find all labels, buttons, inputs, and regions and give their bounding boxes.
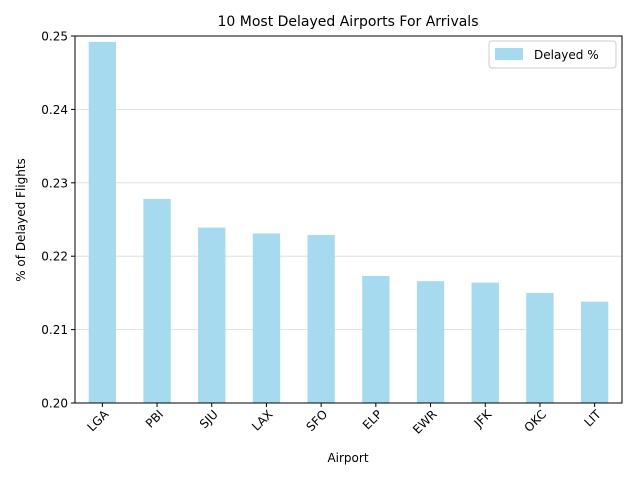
- x-tick-label: PBI: [143, 407, 166, 430]
- bar-lax: [252, 233, 281, 403]
- bar-sfo: [307, 234, 335, 403]
- chart-title: 10 Most Delayed Airports For Arrivals: [217, 14, 478, 30]
- bar-lit: [580, 301, 609, 403]
- x-tick-label: LGA: [84, 407, 112, 435]
- x-tick-label: SFO: [303, 407, 330, 434]
- y-tick-label: 0.22: [41, 250, 68, 264]
- y-tick-label: 0.25: [41, 30, 68, 44]
- x-tick-label: OKC: [521, 407, 549, 435]
- legend-swatch: [495, 48, 523, 60]
- y-axis-label: % of Delayed Flights: [14, 158, 28, 282]
- x-tick-label: LIT: [581, 407, 604, 430]
- x-axis: LGA PBI SJU LAX SFO ELP EWR JFK OKC LIT: [84, 403, 604, 437]
- bar-lga: [88, 41, 117, 403]
- plot-frame: [74, 35, 623, 404]
- y-tick-label: 0.21: [41, 323, 68, 337]
- x-tick-label: SJU: [197, 407, 221, 431]
- bar-ewr: [416, 281, 445, 403]
- bar-elp: [362, 276, 390, 403]
- y-tick-label: 0.23: [41, 176, 68, 190]
- legend-label: Delayed %: [534, 48, 599, 62]
- bar-pbi: [143, 198, 171, 403]
- bar-jfk: [471, 282, 499, 403]
- x-axis-label: Airport: [327, 451, 368, 465]
- x-tick-label: LAX: [249, 407, 275, 433]
- y-tick-label: 0.20: [41, 397, 68, 411]
- x-tick-label: JFK: [471, 406, 495, 430]
- legend: Delayed %: [488, 40, 617, 69]
- x-tick-label: ELP: [360, 407, 385, 432]
- y-tick-label: 0.24: [41, 103, 68, 117]
- bar-sju: [198, 227, 226, 403]
- x-tick-label: EWR: [410, 407, 440, 437]
- legend-box: [488, 40, 617, 69]
- y-axis: 0.20 0.21 0.22 0.23 0.24 0.25: [41, 30, 75, 411]
- bar-okc: [526, 292, 554, 403]
- bars: [88, 41, 609, 403]
